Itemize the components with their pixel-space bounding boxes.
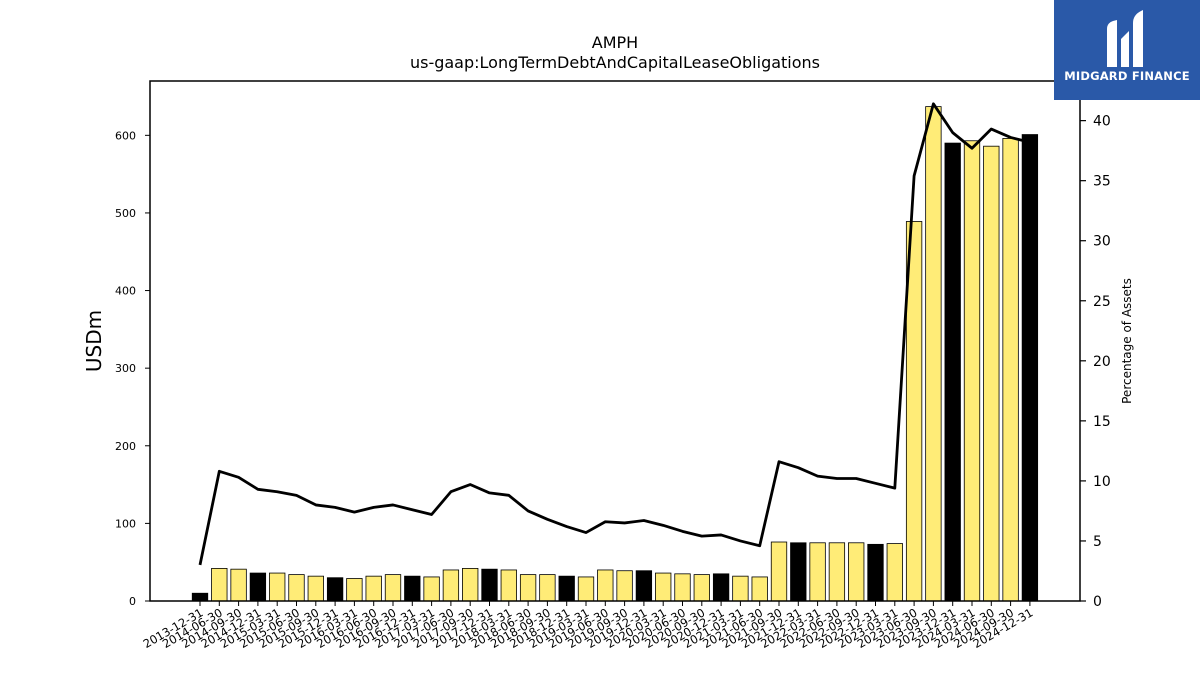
bar-2018-03-31 xyxy=(500,569,517,602)
bar-2022-09-30 xyxy=(848,542,865,602)
bar-2017-09-30 xyxy=(462,568,479,602)
bar-2018-06-30 xyxy=(519,574,537,602)
bar-2024-06-30 xyxy=(983,145,1000,602)
bar-2017-06-30 xyxy=(442,569,460,602)
bar-2015-12-31 xyxy=(326,577,344,602)
bar-2015-03-31 xyxy=(269,572,286,602)
bar-2022-06-30 xyxy=(828,542,846,602)
bar-2023-12-31 xyxy=(944,142,961,602)
y-axis-label: USDm xyxy=(82,310,106,372)
bar-2013-12-31 xyxy=(191,592,209,602)
bar-2018-12-31 xyxy=(558,575,575,602)
logo: MIDGARD FINANCE xyxy=(1054,0,1200,100)
bar-2017-12-31 xyxy=(481,568,498,602)
bar-2018-09-30 xyxy=(539,574,556,602)
bar-2020-03-31 xyxy=(655,572,672,602)
bar-2016-03-31 xyxy=(346,578,363,602)
y2-tick-label: 25 xyxy=(1093,294,1111,310)
bar-2017-03-31 xyxy=(423,576,440,602)
bar-2014-09-30 xyxy=(230,568,247,602)
y2-tick-label: 0 xyxy=(1093,594,1102,610)
percentage-line xyxy=(198,102,1031,566)
bar-2019-09-30 xyxy=(616,570,633,602)
bar-2019-12-31 xyxy=(635,570,653,602)
y-tick-label: 400 xyxy=(115,285,136,298)
bar-2015-09-30 xyxy=(307,575,324,602)
logo-text: MIDGARD FINANCE xyxy=(1064,69,1190,83)
y-tick-label: 300 xyxy=(115,362,136,375)
y2-tick-label: 5 xyxy=(1093,534,1102,550)
bar-2016-12-31 xyxy=(404,575,421,602)
bar-2023-03-31 xyxy=(886,543,903,602)
y-tick-label: 500 xyxy=(115,207,136,220)
bar-2024-12-31 xyxy=(1021,134,1039,602)
line-layer xyxy=(198,102,1031,566)
bar-2020-09-30 xyxy=(693,574,710,602)
y-tick-label: 100 xyxy=(115,517,136,530)
bar-2023-09-30 xyxy=(925,106,942,602)
bar-2016-09-30 xyxy=(384,574,402,602)
y-tick-label: 0 xyxy=(129,595,136,608)
bar-2014-06-30 xyxy=(211,568,228,602)
bar-2019-06-30 xyxy=(597,569,614,602)
bar-2022-03-31 xyxy=(809,542,826,602)
bar-2015-06-30 xyxy=(288,574,305,602)
y2-tick-label: 20 xyxy=(1093,354,1111,370)
chart-subtitle: us-gaap:LongTermDebtAndCapitalLeaseOblig… xyxy=(410,53,820,72)
bar-2019-03-31 xyxy=(577,576,595,602)
bar-2024-09-30 xyxy=(1002,138,1019,602)
bar-2021-09-30 xyxy=(770,541,788,602)
chart-title: AMPH xyxy=(592,33,638,52)
bar-2020-12-31 xyxy=(712,573,730,602)
y2-tick-label: 40 xyxy=(1093,114,1111,130)
y2-tick-label: 15 xyxy=(1093,414,1111,430)
bar-2020-06-30 xyxy=(674,573,691,602)
y2-tick-label: 35 xyxy=(1093,174,1111,190)
bars-layer xyxy=(191,106,1039,602)
bar-2024-03-31 xyxy=(963,140,981,602)
bar-2022-12-31 xyxy=(867,543,884,602)
right-axis: 0 5 10 15 20 25 30 35 40 xyxy=(1080,114,1111,610)
plot-frame xyxy=(149,80,1081,602)
logo-mark-icon xyxy=(1107,10,1143,67)
y2-tick-label: 10 xyxy=(1093,474,1111,490)
y-tick-label: 600 xyxy=(115,129,136,142)
y2-tick-label: 30 xyxy=(1093,234,1111,250)
y-tick-label: 200 xyxy=(115,440,136,453)
bar-2014-12-31 xyxy=(249,572,267,602)
y2-axis-label: Percentage of Assets xyxy=(1120,278,1134,404)
bar-2021-06-30 xyxy=(751,576,768,602)
left-axis: 0 100 200 300 400 500 600 xyxy=(115,129,150,608)
bar-2021-12-31 xyxy=(790,542,807,602)
bar-2021-03-31 xyxy=(732,575,749,602)
bar-2016-06-30 xyxy=(365,575,382,602)
x-axis: 2013-12-312014-06-302014-09-302014-12-31… xyxy=(141,601,1035,651)
